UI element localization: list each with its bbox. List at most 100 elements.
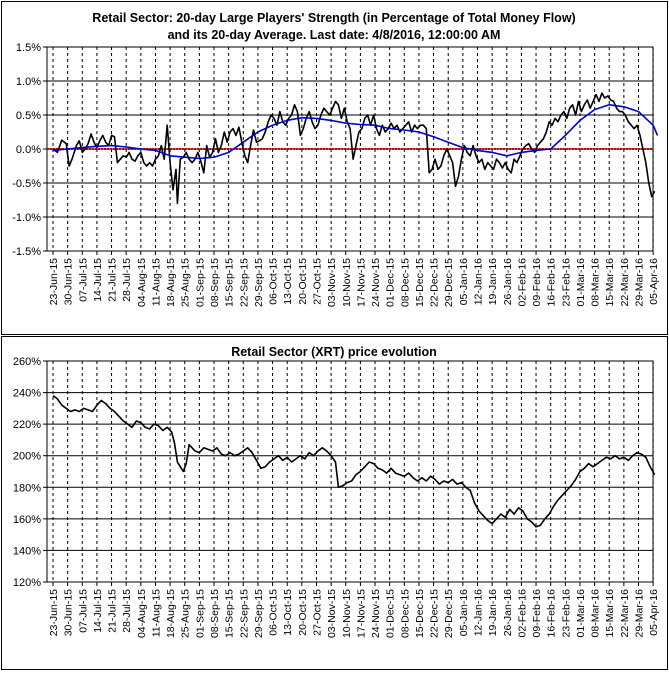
top-xtick-label: 29-Sep-15 <box>253 258 265 307</box>
top-xtick-label: 05-Jan-16 <box>458 258 470 305</box>
bottom-xtick-label: 03-Nov-15 <box>326 589 338 638</box>
top-xtick-label: 22-Mar-16 <box>619 258 631 307</box>
top-ytick-label: 0.5% <box>16 110 41 122</box>
bottom-xtick-label: 28-Jul-15 <box>121 589 133 633</box>
bottom-ytick-label: 180% <box>13 482 41 494</box>
top-xtick-label: 10-Nov-15 <box>341 258 353 307</box>
bottom-xtick-label: 15-Dec-15 <box>414 589 426 638</box>
top-xtick-label: 15-Dec-15 <box>414 258 426 307</box>
top-xtick-label: 01-Dec-15 <box>385 258 397 307</box>
bottom-xtick-label: 10-Nov-15 <box>341 589 353 638</box>
top-xtick-label: 23-Feb-16 <box>560 258 572 307</box>
top-ytick-label: 0.0% <box>16 144 41 156</box>
top-chart-title-line2: and its 20-day Average. Last date: 4/8/2… <box>168 28 501 42</box>
top-ytick-label: 1.0% <box>16 76 41 88</box>
top-xtick-label: 29-Dec-15 <box>443 258 455 307</box>
bottom-xtick-label: 04-Aug-15 <box>136 589 148 638</box>
top-xtick-label: 08-Sep-15 <box>209 258 221 307</box>
bottom-xtick-label: 18-Aug-15 <box>165 589 177 638</box>
top-ytick-label: -0.5% <box>12 178 41 190</box>
bottom-xtick-label: 01-Sep-15 <box>194 589 206 638</box>
bottom-xtick-label: 09-Feb-16 <box>531 589 543 638</box>
bottom-plot-border <box>46 360 654 583</box>
top-xtick-label: 05-Apr-16 <box>648 258 660 305</box>
top-xtick-label: 15-Sep-15 <box>224 258 236 307</box>
top-xtick-label: 23-Jun-15 <box>48 258 60 305</box>
top-plot-area: 1.5% 1.0% 0.5% 0.0% -0.5% -1.0% -1.5% 23-Jun-15… <box>12 42 660 307</box>
bottom-xtick-label: 25-Aug-15 <box>180 589 192 638</box>
bottom-xtick-label: 24-Nov-15 <box>370 589 382 638</box>
top-xtick-label: 16-Feb-16 <box>546 258 558 307</box>
bottom-xtick-label: 27-Oct-15 <box>311 589 323 636</box>
bottom-xtick-label: 30-Jun-15 <box>63 589 75 636</box>
bottom-xtick-label: 11-Aug-15 <box>150 589 162 637</box>
bottom-series-line-0 <box>52 395 656 528</box>
bottom-chart-title: Retail Sector (XRT) price evolution <box>231 345 437 359</box>
bottom-xtick-label: 15-Mar-16 <box>604 589 616 638</box>
top-xtick-label: 08-Dec-15 <box>399 258 411 307</box>
bottom-xtick-label: 22-Mar-16 <box>619 589 631 638</box>
top-xtick-label: 02-Feb-16 <box>516 258 528 307</box>
top-xtick-label: 09-Feb-16 <box>531 258 543 307</box>
bottom-xtick-label: 07-Jul-15 <box>77 589 89 633</box>
bottom-xtick-label: 22-Dec-15 <box>429 589 441 638</box>
bottom-ytick-label: 260% <box>13 356 41 368</box>
top-xtick-label: 06-Oct-15 <box>268 258 280 305</box>
top-xtick-label: 22-Dec-15 <box>429 258 441 307</box>
bottom-xtick-label: 23-Jun-15 <box>48 589 60 636</box>
bottom-plot-area: 260% 240% 220% 200% 180% 160% 140% 120% 23-Jun-1… <box>13 356 660 638</box>
bottom-ytick-label: 160% <box>13 514 41 526</box>
bottom-xtick-label: 23-Feb-16 <box>560 589 572 638</box>
bottom-ytick-label: 240% <box>13 388 41 400</box>
top-xtick-label: 03-Nov-15 <box>326 258 338 307</box>
top-xtick-label: 01-Sep-15 <box>194 258 206 307</box>
bottom-xtick-label: 08-Mar-16 <box>590 589 602 638</box>
bottom-xtick-label: 29-Sep-15 <box>253 589 265 638</box>
top-ytick-label: -1.5% <box>12 246 41 258</box>
top-xtick-label: 20-Oct-15 <box>297 258 309 305</box>
bottom-xtick-label: 29-Dec-15 <box>443 589 455 638</box>
bottom-xtick-label: 05-Apr-16 <box>648 589 660 636</box>
top-xtick-label: 19-Jan-16 <box>487 258 499 305</box>
bottom-xtick-label: 17-Nov-15 <box>355 589 367 638</box>
bottom-xtick-label: 14-Jul-15 <box>92 589 104 633</box>
bottom-xtick-label: 01-Mar-16 <box>575 589 587 638</box>
bottom-xtick-label: 12-Jan-16 <box>472 589 484 636</box>
top-xtick-label: 25-Aug-15 <box>180 258 192 307</box>
bottom-ytick-label: 220% <box>13 419 41 431</box>
top-xtick-label: 13-Oct-15 <box>282 258 294 305</box>
bottom-ytick-label: 120% <box>13 577 41 589</box>
top-xtick-label: 18-Aug-15 <box>165 258 177 307</box>
bottom-xtick-label: 22-Sep-15 <box>238 589 250 638</box>
top-xtick-label: 27-Oct-15 <box>311 258 323 305</box>
top-chart-title-line1: Retail Sector: 20-day Large Players' Str… <box>92 11 575 25</box>
top-xtick-label: 07-Jul-15 <box>77 258 89 302</box>
top-xtick-label: 21-Jul-15 <box>107 258 119 302</box>
top-xtick-label: 29-Mar-16 <box>634 258 646 307</box>
top-xtick-label: 08-Mar-16 <box>590 258 602 307</box>
top-xtick-label: 24-Nov-15 <box>370 258 382 307</box>
bottom-xtick-label: 21-Jul-15 <box>107 589 119 633</box>
top-xtick-label: 15-Mar-16 <box>604 258 616 307</box>
top-xtick-label: 28-Jul-15 <box>121 258 133 302</box>
top-xtick-label: 01-Mar-16 <box>575 258 587 307</box>
bottom-xtick-label: 01-Dec-15 <box>385 589 397 638</box>
bottom-xtick-label: 16-Feb-16 <box>546 589 558 638</box>
top-xtick-label: 22-Sep-15 <box>238 258 250 307</box>
bottom-xtick-label: 29-Mar-16 <box>634 589 646 638</box>
top-series-line-1 <box>52 104 659 160</box>
bottom-xtick-label: 20-Oct-15 <box>297 589 309 636</box>
bottom-ytick-label: 200% <box>13 451 41 463</box>
bottom-xtick-label: 08-Dec-15 <box>399 589 411 638</box>
top-series-line-0 <box>52 92 656 205</box>
bottom-xtick-label: 15-Sep-15 <box>224 589 236 638</box>
top-xtick-label: 30-Jun-15 <box>63 258 75 305</box>
bottom-xtick-label: 26-Jan-16 <box>502 589 514 636</box>
top-xtick-label: 17-Nov-15 <box>355 258 367 307</box>
bottom-ytick-label: 140% <box>13 545 41 557</box>
bottom-xtick-label: 05-Jan-16 <box>458 589 470 636</box>
bottom-xtick-label: 08-Sep-15 <box>209 589 221 638</box>
bottom-xtick-label: 06-Oct-15 <box>268 589 280 636</box>
